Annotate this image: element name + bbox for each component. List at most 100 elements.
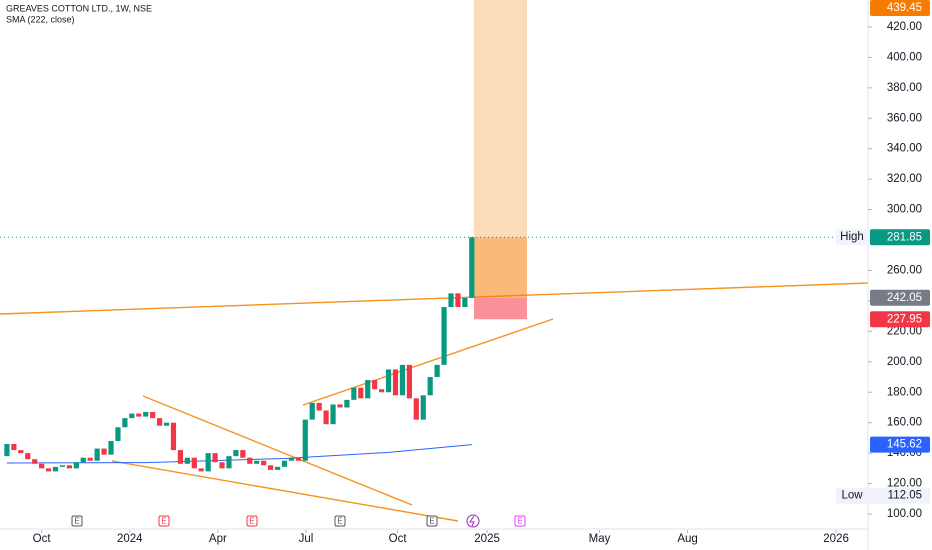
candle-body — [191, 457, 197, 469]
candle-body — [358, 387, 364, 399]
candle-body — [45, 468, 52, 472]
candle-body — [406, 364, 412, 399]
dividend-marker — [466, 514, 480, 528]
candle-body — [434, 364, 440, 378]
y-tick-label: 220.00 — [887, 325, 922, 337]
candle-body — [316, 402, 322, 411]
candle-body — [233, 450, 239, 457]
candle-body — [323, 410, 329, 425]
candle-body — [108, 440, 114, 455]
y-tick-label: 300.00 — [887, 204, 922, 216]
event-marker — [426, 515, 438, 527]
candle-body — [379, 389, 385, 393]
x-tick-label: Oct — [33, 533, 52, 545]
y-tick-label: 160.00 — [887, 417, 922, 429]
trend-line — [111, 460, 459, 522]
candle-body — [11, 444, 17, 451]
candle-body — [94, 448, 100, 461]
price-badge — [870, 436, 930, 453]
price-badge — [870, 289, 930, 306]
candle-body — [281, 460, 288, 467]
candle-body — [32, 459, 38, 464]
candle-body — [150, 412, 156, 419]
candle-body — [219, 462, 225, 469]
candle-body — [302, 419, 308, 461]
candle-body — [205, 453, 211, 472]
event-label: E — [161, 517, 166, 526]
candle-body — [399, 364, 406, 396]
stop-zone — [474, 297, 527, 320]
event-label: E — [74, 517, 79, 526]
event-label: E — [249, 517, 254, 526]
candle-body — [274, 466, 281, 470]
candle-body — [372, 380, 378, 390]
candle-body — [212, 453, 218, 463]
candle-body — [59, 465, 66, 467]
candle-body — [392, 369, 399, 396]
low-box — [836, 487, 930, 504]
y-tick-label: 200.00 — [887, 356, 922, 368]
candle-body — [344, 399, 350, 408]
price-badge-label: 439.45 — [887, 2, 922, 14]
candle-body — [101, 448, 107, 455]
price-badge — [870, 0, 930, 16]
candle-body — [288, 457, 295, 461]
candle-body — [136, 413, 142, 417]
trend-line — [0, 282, 869, 315]
x-tick-label: May — [589, 533, 611, 545]
y-tick-label: 340.00 — [887, 143, 922, 155]
y-tick-label: 120.00 — [887, 478, 922, 490]
candle-body — [448, 293, 454, 308]
price-badge-label: 242.05 — [887, 292, 922, 304]
candle-body — [261, 460, 267, 466]
event-label: E — [337, 517, 342, 526]
event-label: E — [517, 517, 522, 526]
price-badge — [870, 229, 930, 246]
candle-body — [413, 398, 419, 420]
candle-body — [441, 307, 447, 365]
candle-body — [18, 450, 24, 454]
candle-body — [365, 380, 371, 399]
indicator-label: SMA (222, close) — [6, 14, 75, 24]
candle-body — [226, 456, 232, 469]
candle-body — [129, 413, 135, 419]
sma-line — [6, 444, 472, 464]
event-marker — [246, 515, 258, 527]
event-marker — [158, 515, 170, 527]
candle-body — [143, 412, 149, 417]
y-tick-label: 180.00 — [887, 386, 922, 398]
price-badge-label: 227.95 — [887, 313, 922, 325]
candle-body — [115, 427, 121, 441]
candle-body — [351, 387, 357, 400]
price-badge-label: 145.62 — [887, 439, 922, 451]
candle-body — [469, 237, 475, 298]
event-marker — [71, 515, 83, 527]
event-marker — [514, 515, 526, 527]
candle-body — [330, 404, 336, 425]
trend-line — [302, 318, 554, 406]
y-tick-label: 320.00 — [887, 173, 922, 185]
x-tick-label: Aug — [677, 533, 697, 545]
candle-body — [455, 293, 461, 308]
y-tick-label: 260.00 — [887, 265, 922, 277]
candle-body — [247, 457, 253, 464]
candle-body — [462, 297, 468, 308]
target-zone — [474, 0, 527, 298]
profit-zone — [474, 237, 527, 298]
x-tick-label: 2025 — [474, 533, 500, 545]
candle-body — [170, 422, 177, 451]
price-badge-label: 281.85 — [887, 231, 922, 243]
candle-body — [87, 457, 93, 461]
x-tick-label: Jul — [299, 533, 314, 545]
x-tick-label: 2026 — [823, 533, 849, 545]
candle-body — [385, 369, 392, 393]
high-label: High — [840, 231, 864, 243]
candle-body — [52, 466, 59, 472]
x-tick-label: Apr — [209, 533, 227, 545]
chart-title: GREAVES COTTON LTD., 1W, NSE — [6, 3, 152, 13]
candle-body — [73, 462, 79, 469]
low-value: 112.05 — [888, 490, 922, 502]
candle-body — [39, 463, 45, 469]
